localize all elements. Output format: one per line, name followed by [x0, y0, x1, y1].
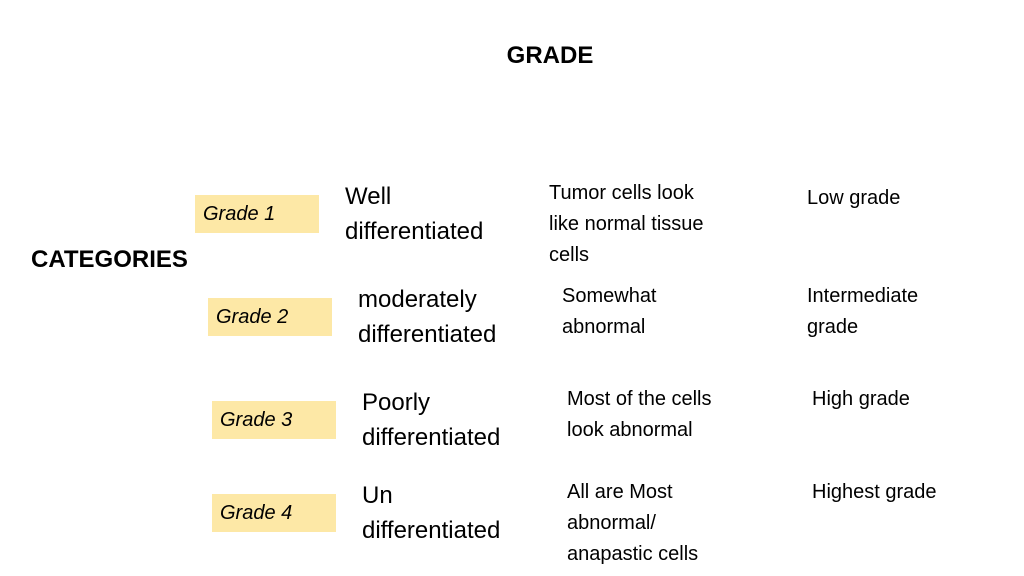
grade-2-description: Somewhat abnormal	[562, 281, 657, 343]
differentiation-line: Well	[345, 183, 392, 210]
grade-4-description: All are Most abnormal/ anapastic cells	[567, 477, 698, 570]
differentiation-line: differentiated	[358, 321, 497, 348]
grade-1-description: Tumor cells look like normal tissue cell…	[549, 178, 704, 271]
differentiation-line: differentiated	[345, 218, 484, 245]
description-line: cells	[549, 244, 590, 266]
level-line: High grade	[812, 388, 910, 410]
slide-title: GRADE	[506, 42, 594, 69]
level-line: Highest grade	[812, 481, 937, 503]
grade-3-description: Most of the cells look abnormal	[567, 384, 712, 446]
differentiation-line: moderately	[358, 286, 477, 313]
grade-3-level: High grade	[812, 384, 910, 415]
description-line: like normal tissue	[549, 213, 704, 235]
description-line: abnormal	[562, 316, 646, 338]
grade-4-level: Highest grade	[812, 477, 937, 508]
description-line: All are Most	[567, 481, 673, 503]
grade-1-differentiation: Well differentiated	[345, 179, 483, 249]
level-line: grade	[807, 316, 859, 338]
description-line: Tumor cells look	[549, 182, 694, 204]
description-line: look abnormal	[567, 419, 693, 441]
level-line: Intermediate	[807, 285, 919, 307]
grade-1-level: Low grade	[807, 183, 900, 214]
grade-2-level: Intermediate grade	[807, 281, 918, 343]
grade-1-label: Grade 1	[195, 195, 319, 233]
grade-2-label: Grade 2	[208, 298, 332, 336]
differentiation-line: differentiated	[362, 517, 501, 544]
level-line: Low grade	[807, 187, 901, 209]
description-line: abnormal/	[567, 512, 656, 534]
description-line: Most of the cells	[567, 388, 712, 410]
grade-3-differentiation: Poorly differentiated	[362, 385, 500, 455]
description-line: anapastic cells	[567, 543, 699, 565]
grade-4-label: Grade 4	[212, 494, 336, 532]
differentiation-line: Un	[362, 482, 393, 509]
description-line: Somewhat	[562, 285, 657, 307]
differentiation-line: differentiated	[362, 424, 501, 451]
grade-4-differentiation: Un differentiated	[362, 478, 500, 548]
grade-3-label: Grade 3	[212, 401, 336, 439]
categories-label: CATEGORIES	[31, 246, 188, 273]
differentiation-line: Poorly	[362, 389, 431, 416]
grade-2-differentiation: moderately differentiated	[358, 282, 496, 352]
